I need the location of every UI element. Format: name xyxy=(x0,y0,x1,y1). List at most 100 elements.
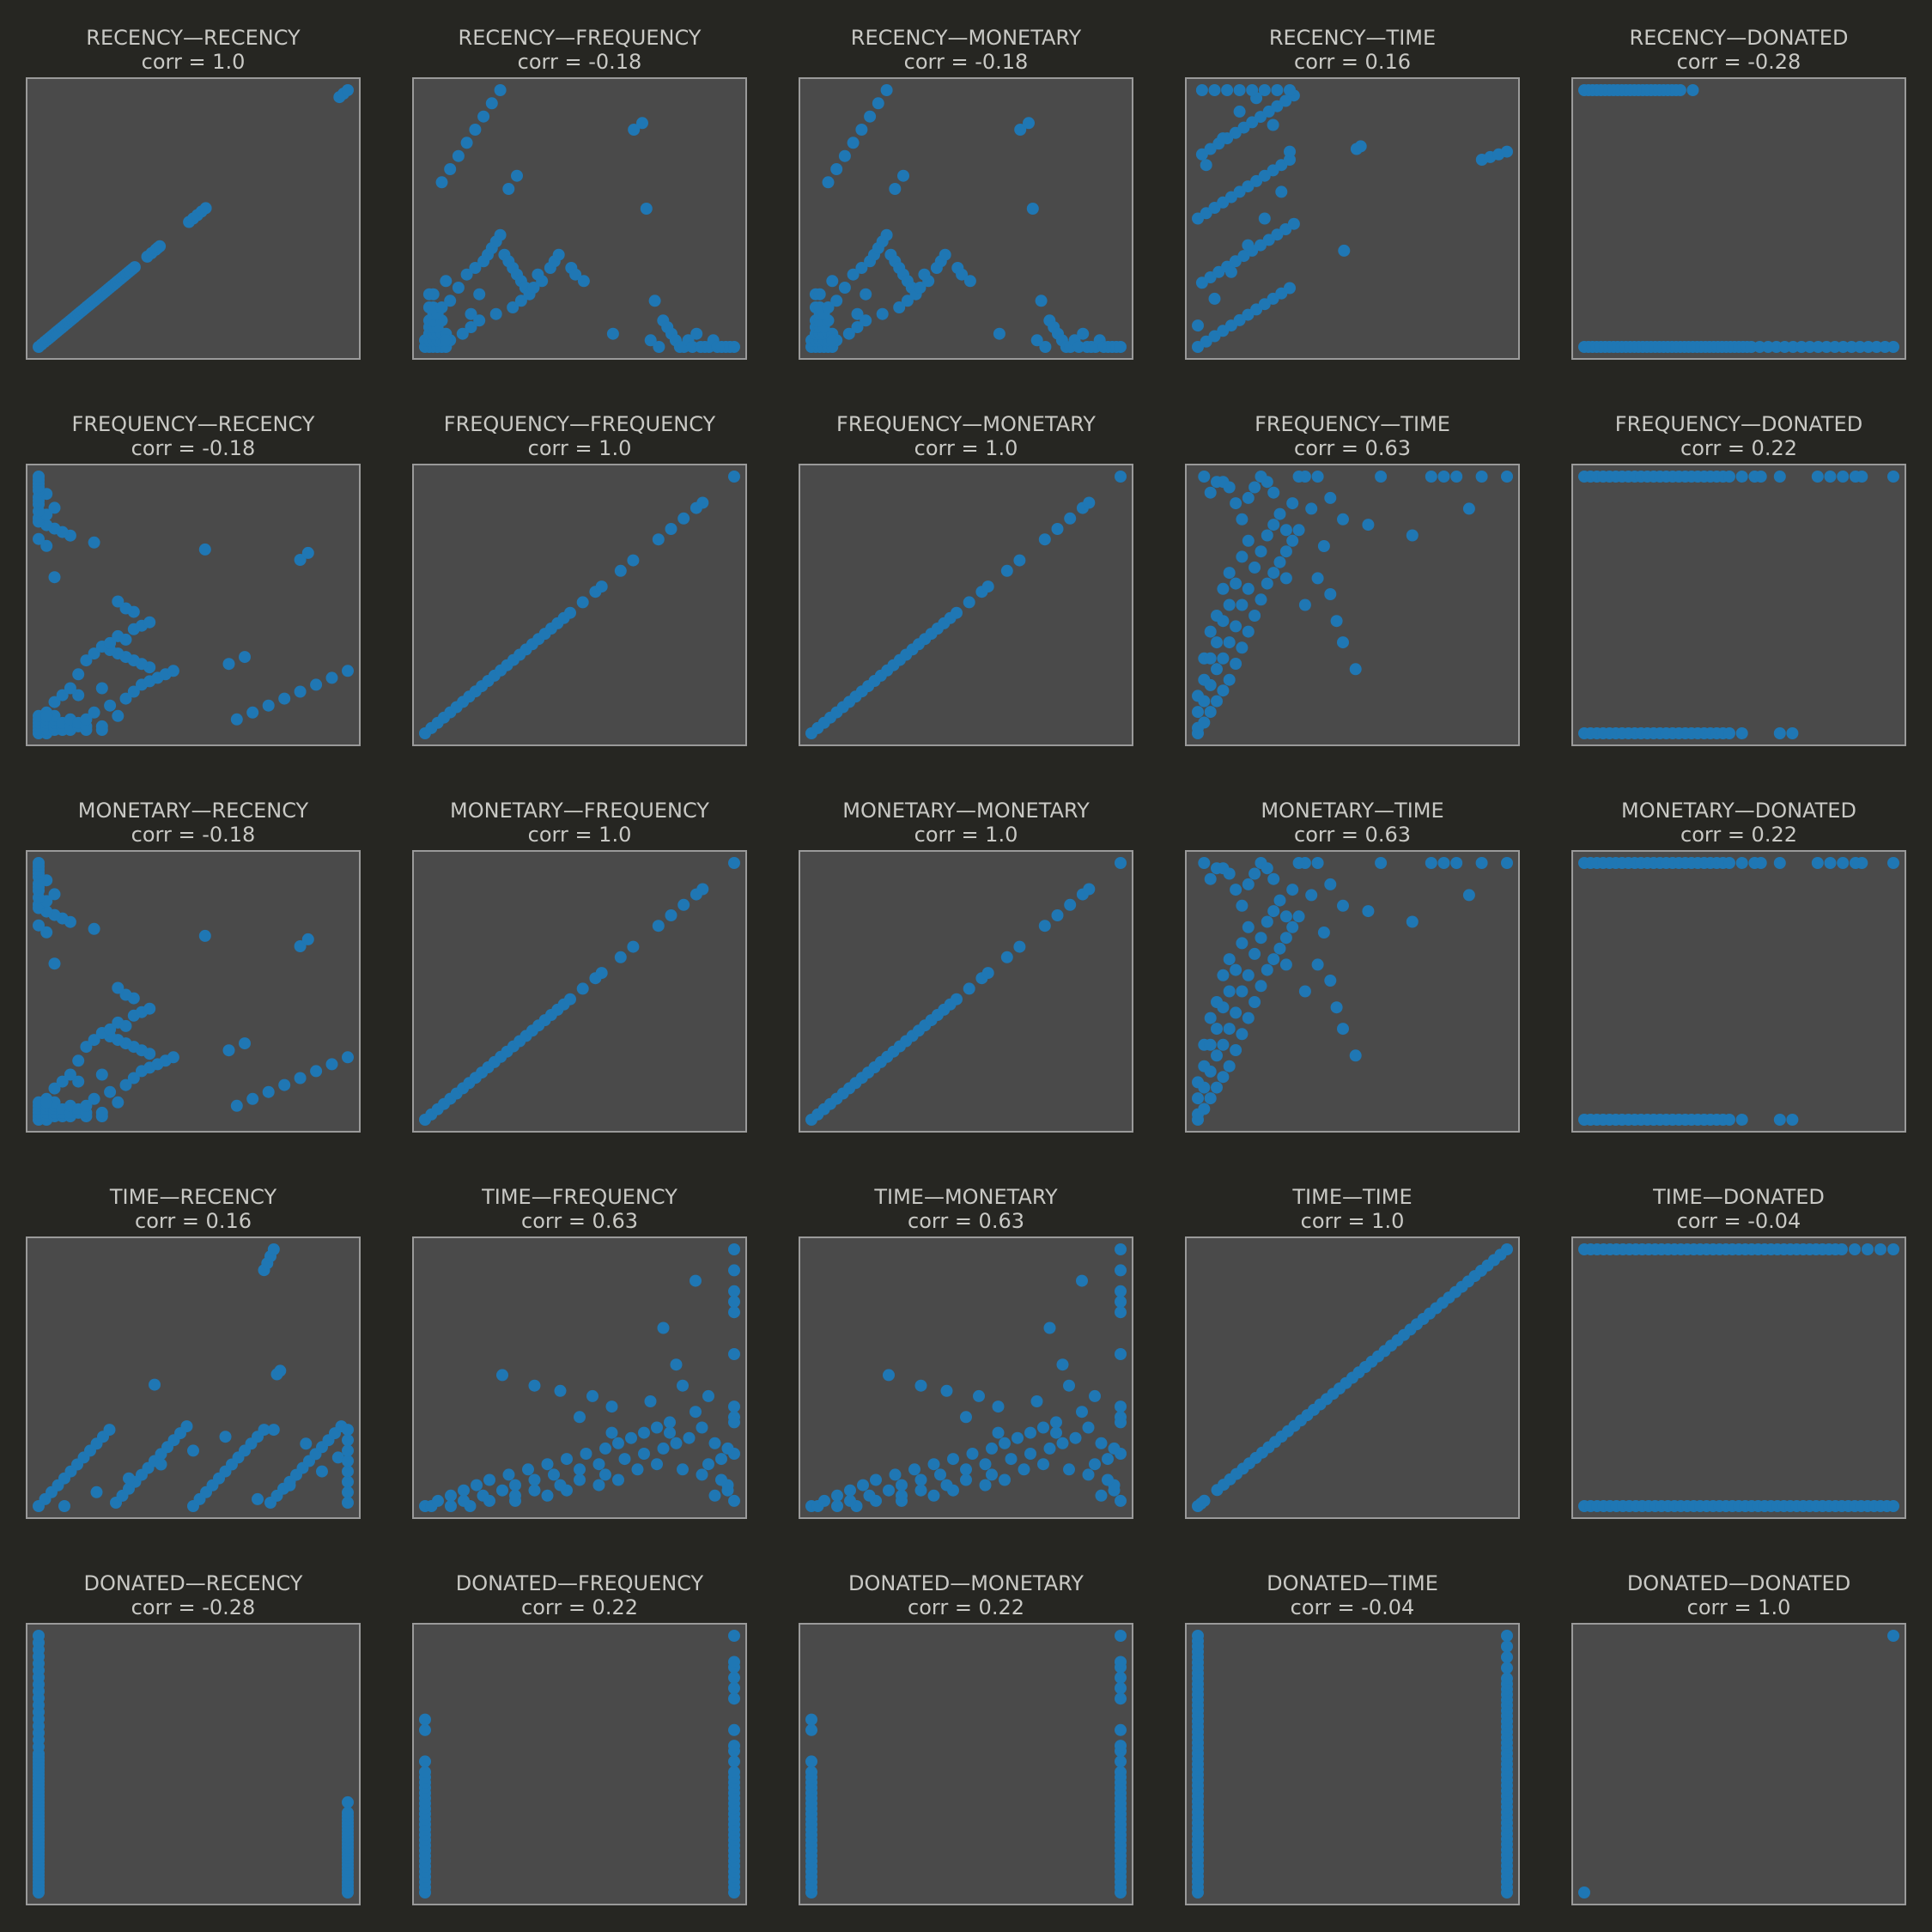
data-point xyxy=(1879,341,1892,353)
subplot-corr: corr = -0.18 xyxy=(904,50,1029,74)
data-point xyxy=(64,1068,76,1081)
data-point xyxy=(847,137,860,149)
data-point xyxy=(1115,857,1127,869)
data-point xyxy=(1845,341,1858,353)
subplot-title: MONETARY—RECENCY xyxy=(78,799,309,823)
data-point xyxy=(963,275,976,288)
data-point xyxy=(1204,1065,1217,1078)
data-point xyxy=(1230,1044,1242,1056)
data-point xyxy=(40,1096,53,1109)
data-point xyxy=(40,926,53,939)
data-point xyxy=(1311,572,1324,585)
data-point xyxy=(342,1051,354,1064)
data-point xyxy=(1223,1023,1236,1036)
subplot-corr: corr = -0.18 xyxy=(131,823,256,847)
data-point xyxy=(1887,341,1899,353)
data-point xyxy=(440,334,453,347)
data-point xyxy=(1723,1114,1735,1126)
data-point xyxy=(992,1426,1005,1439)
data-point xyxy=(947,1453,959,1466)
data-point xyxy=(1063,1463,1075,1476)
subplot-corr: corr = 0.63 xyxy=(908,1209,1024,1233)
data-point xyxy=(1051,909,1064,921)
data-point xyxy=(1862,341,1874,353)
data-point xyxy=(48,501,61,514)
data-point xyxy=(664,1416,676,1429)
data-point xyxy=(427,288,440,301)
data-point xyxy=(465,321,477,333)
data-point xyxy=(1056,1437,1069,1449)
data-point xyxy=(88,706,100,719)
data-point xyxy=(1115,1296,1127,1308)
data-point xyxy=(1330,615,1343,628)
data-point xyxy=(1824,857,1837,869)
data-point xyxy=(112,595,125,608)
data-point xyxy=(1249,947,1261,960)
data-point xyxy=(1824,471,1837,483)
data-point xyxy=(1056,1358,1069,1371)
data-point xyxy=(1217,652,1230,665)
data-point xyxy=(522,1463,534,1476)
data-point xyxy=(1195,84,1208,96)
data-point xyxy=(690,1406,702,1419)
data-point xyxy=(1204,1038,1217,1051)
subplot-corr: corr = 1.0 xyxy=(1687,1595,1791,1619)
data-point xyxy=(638,1448,650,1460)
data-point xyxy=(1273,507,1286,520)
data-point xyxy=(1223,636,1236,649)
plot-area xyxy=(26,464,361,746)
data-point xyxy=(1773,1114,1786,1126)
data-point xyxy=(606,327,619,340)
data-point xyxy=(842,327,855,340)
subplot-title: RECENCY—TIME xyxy=(1269,26,1436,50)
data-point xyxy=(612,1437,624,1449)
data-point xyxy=(1024,1448,1036,1460)
data-point xyxy=(1089,1458,1101,1471)
data-point xyxy=(715,1473,727,1486)
data-point xyxy=(1284,282,1296,295)
data-point xyxy=(690,327,703,340)
data-point xyxy=(1236,641,1249,654)
data-point xyxy=(1242,625,1255,638)
data-point xyxy=(880,84,893,96)
data-point xyxy=(728,1306,740,1319)
data-point xyxy=(72,1054,85,1067)
data-point xyxy=(452,282,465,294)
data-point xyxy=(452,149,465,162)
subplot-title: FREQUENCY—MONETARY xyxy=(836,412,1096,436)
data-point xyxy=(728,1243,740,1255)
data-point xyxy=(805,1723,817,1736)
data-point xyxy=(1115,1682,1127,1694)
data-point xyxy=(502,1468,515,1481)
data-point xyxy=(119,1019,132,1032)
data-point xyxy=(1115,471,1127,483)
subplot-title: FREQUENCY—TIME xyxy=(1255,412,1450,436)
data-point xyxy=(1204,678,1217,691)
data-point xyxy=(951,606,963,619)
data-point xyxy=(1578,1886,1590,1899)
subplot-corr: corr = 1.0 xyxy=(914,436,1018,460)
data-point xyxy=(509,1489,521,1502)
data-point xyxy=(1200,159,1212,172)
data-point xyxy=(1223,673,1236,686)
data-point xyxy=(104,636,117,649)
data-point xyxy=(1217,969,1230,981)
data-point xyxy=(1261,915,1273,928)
data-point xyxy=(1018,1463,1030,1476)
subplot-corr: corr = 0.22 xyxy=(521,1595,638,1619)
data-point xyxy=(1292,857,1305,869)
data-point xyxy=(1284,84,1296,96)
data-point xyxy=(851,307,864,320)
data-point xyxy=(48,957,61,970)
data-point xyxy=(728,1494,740,1507)
subplot-title: DONATED—FREQUENCY xyxy=(456,1571,704,1595)
data-point xyxy=(1037,1421,1049,1434)
data-point xyxy=(1115,1306,1127,1319)
data-point xyxy=(1038,920,1051,933)
